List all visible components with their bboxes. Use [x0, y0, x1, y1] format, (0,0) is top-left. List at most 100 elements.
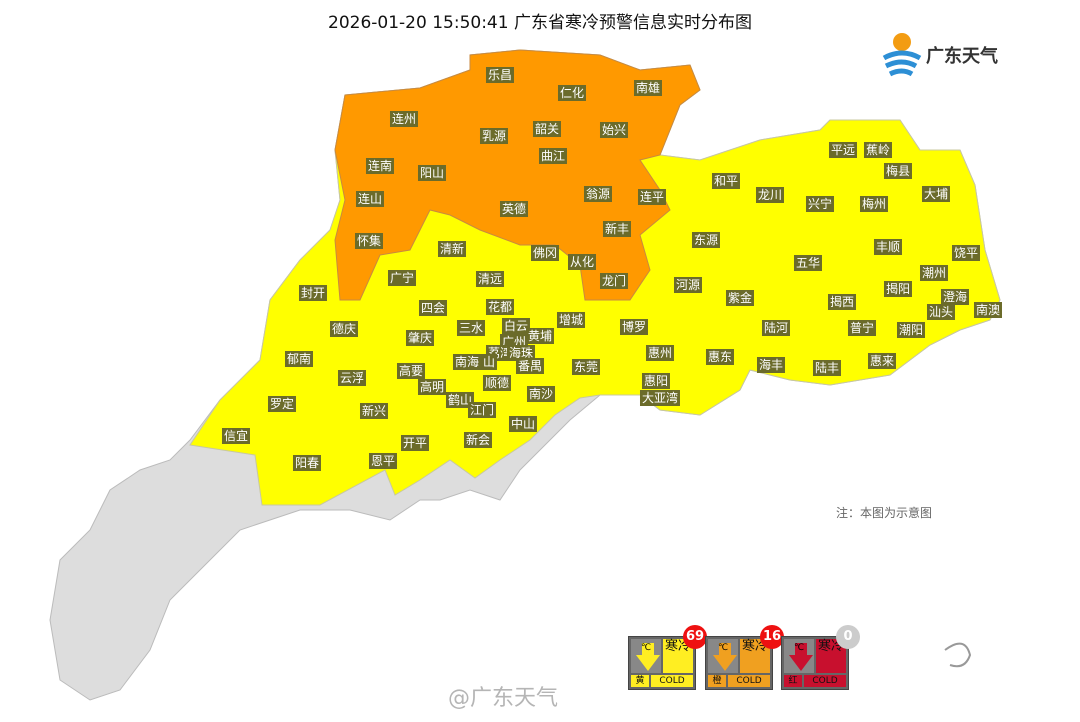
region-label: 清远: [475, 271, 505, 287]
island-icon: [944, 642, 972, 668]
region-label: 大埔: [921, 186, 951, 202]
region-label: 澄海: [940, 289, 970, 305]
region-label: 梅州: [859, 196, 889, 212]
region-label: 饶平: [951, 245, 981, 261]
region-label: 连山: [355, 191, 385, 207]
region-label: 曲江: [538, 148, 568, 164]
region-label: 新丰: [602, 221, 632, 237]
region-label: 东源: [691, 232, 721, 248]
region-label: 南澳: [973, 302, 1003, 318]
count-badge: 0: [836, 625, 860, 649]
region-label: 英德: [499, 201, 529, 217]
region-label: 高要: [396, 363, 426, 379]
region-label: 鹤山: [445, 392, 475, 408]
region-label: 怀集: [354, 233, 384, 249]
legend-yellow-cold: ℃ 寒冷 黄 COLD 69: [628, 625, 707, 690]
region-label: 龙川: [755, 187, 785, 203]
region-label: 五华: [793, 255, 823, 271]
region-label: 东莞: [571, 359, 601, 375]
region-label: 惠阳: [641, 373, 671, 389]
arrow-down-icon: [642, 643, 654, 656]
region-label: 陆丰: [812, 360, 842, 376]
region-label: 清新: [437, 241, 467, 257]
region-label: 紫金: [725, 290, 755, 306]
region-label: 南雄: [633, 80, 663, 96]
watermark: @广东天气: [448, 686, 559, 711]
region-label: 恩平: [368, 453, 398, 469]
region-label: 信宜: [221, 428, 251, 444]
region-label: 白云: [501, 318, 531, 334]
count-badge: 69: [683, 625, 707, 649]
region-label: 阳山: [417, 165, 447, 181]
region-label: 海丰: [756, 357, 786, 373]
region-label: 江门: [467, 402, 497, 418]
region-label: 始兴: [599, 122, 629, 138]
region-label: 黄埔: [525, 328, 555, 344]
logo: 广东天气: [878, 28, 1018, 78]
region-label: 潮州: [919, 265, 949, 281]
region-label: 仁化: [557, 85, 587, 101]
arrow-down-icon: [795, 643, 807, 656]
region-label: 从化: [567, 254, 597, 270]
region-label: 普宁: [847, 320, 877, 336]
region-label: 乳源: [479, 128, 509, 144]
region-label: 翁源: [583, 186, 613, 202]
legend-red-cold: ℃ 寒冷 红 COLD 0: [781, 625, 860, 690]
page-title: 2026-01-20 15:50:41 广东省寒冷预警信息实时分布图: [328, 13, 752, 33]
arrow-down-icon: [719, 643, 731, 656]
region-label: 中山: [508, 416, 538, 432]
region-label: 龙门: [599, 273, 629, 289]
map-note: 注：本图为示意图: [836, 506, 933, 520]
region-label: 惠东: [705, 349, 735, 365]
region-label: 揭西: [827, 294, 857, 310]
region-label: 封开: [298, 285, 328, 301]
region-label: 德庆: [329, 321, 359, 337]
region-label: 兴宁: [805, 196, 835, 212]
region-label: 海珠: [506, 345, 536, 361]
region-label: 连州: [389, 111, 419, 127]
region-label: 肇庆: [405, 330, 435, 346]
region-label: 新兴: [359, 403, 389, 419]
region-label: 高明: [417, 379, 447, 395]
region-label: 惠州: [645, 345, 675, 361]
region-label: 揭阳: [883, 281, 913, 297]
region-label: 山: [480, 354, 498, 370]
region-label: 南海: [452, 354, 482, 370]
region-label: 新会: [463, 432, 493, 448]
region-label: 博罗: [619, 319, 649, 335]
region-label: 蕉岭: [863, 142, 893, 158]
region-label: 和平: [711, 173, 741, 189]
region-label: 潮阳: [896, 322, 926, 338]
count-badge: 16: [760, 625, 784, 649]
region-label: 阳春: [292, 455, 322, 471]
region-label: 番禺: [515, 358, 545, 374]
region-orange-warning: [334, 49, 701, 301]
legend-orange-cold: ℃ 寒冷 橙 COLD 16: [705, 625, 784, 690]
region-label: 梅县: [883, 163, 913, 179]
region-label: 郁南: [284, 351, 314, 367]
region-label: 惠来: [867, 353, 897, 369]
region-label: 连平: [637, 189, 667, 205]
region-label: 南沙: [526, 386, 556, 402]
region-label: 花都: [485, 299, 515, 315]
region-label: 汕头: [926, 304, 956, 320]
region-label: 连南: [365, 158, 395, 174]
sun-cloud-logo-icon: [882, 33, 922, 77]
region-label: 罗定: [267, 396, 297, 412]
region-label: 四会: [418, 300, 448, 316]
region-label: 顺德: [482, 375, 512, 391]
region-label: 增城: [556, 312, 586, 328]
logo-text: 广东天气: [926, 46, 998, 67]
region-label: 丰顺: [873, 239, 903, 255]
region-label: 乐昌: [485, 67, 515, 83]
region-label: 河源: [673, 277, 703, 293]
region-label: 韶关: [532, 121, 562, 137]
region-label: 陆河: [761, 320, 791, 336]
region-label: 云浮: [337, 370, 367, 386]
region-label: 三水: [456, 320, 486, 336]
region-label: 开平: [400, 435, 430, 451]
region-label: 广宁: [387, 270, 417, 286]
region-label: 佛冈: [530, 245, 560, 261]
region-label: 大亚湾: [639, 390, 681, 406]
region-label: 平远: [828, 142, 858, 158]
